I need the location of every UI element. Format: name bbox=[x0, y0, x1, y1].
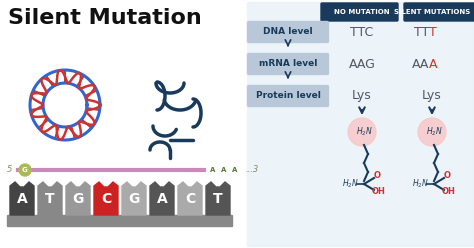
Text: C: C bbox=[101, 192, 111, 206]
Circle shape bbox=[207, 164, 219, 176]
FancyBboxPatch shape bbox=[247, 2, 474, 246]
Text: DNA level: DNA level bbox=[263, 28, 313, 36]
Text: Protein level: Protein level bbox=[255, 92, 320, 100]
Circle shape bbox=[229, 164, 241, 176]
Text: G: G bbox=[73, 192, 84, 206]
Text: $H_2N$: $H_2N$ bbox=[342, 178, 358, 190]
Polygon shape bbox=[94, 182, 118, 215]
Text: AAG: AAG bbox=[348, 58, 375, 70]
Text: T: T bbox=[213, 192, 223, 206]
Text: Lys: Lys bbox=[422, 90, 442, 102]
Text: A: A bbox=[232, 167, 237, 173]
Text: TTC: TTC bbox=[350, 26, 374, 38]
Text: AA: AA bbox=[411, 58, 429, 70]
Text: A: A bbox=[429, 58, 438, 70]
Circle shape bbox=[418, 118, 446, 146]
Text: $H_2N$: $H_2N$ bbox=[426, 126, 442, 138]
FancyBboxPatch shape bbox=[247, 86, 328, 106]
Text: OH: OH bbox=[372, 187, 386, 196]
Circle shape bbox=[348, 118, 376, 146]
Text: G: G bbox=[128, 192, 140, 206]
Text: OH: OH bbox=[442, 187, 456, 196]
Polygon shape bbox=[150, 182, 174, 215]
FancyBboxPatch shape bbox=[8, 216, 233, 226]
Text: T: T bbox=[429, 26, 437, 38]
Text: $H_2N$: $H_2N$ bbox=[411, 178, 428, 190]
Polygon shape bbox=[178, 182, 202, 215]
FancyBboxPatch shape bbox=[247, 54, 328, 74]
Text: Silent Mutation: Silent Mutation bbox=[8, 8, 202, 28]
Polygon shape bbox=[206, 182, 230, 215]
Text: A: A bbox=[210, 167, 216, 173]
Polygon shape bbox=[66, 182, 90, 215]
FancyBboxPatch shape bbox=[404, 3, 474, 21]
Polygon shape bbox=[10, 182, 34, 215]
Polygon shape bbox=[38, 182, 62, 215]
Text: 5: 5 bbox=[7, 165, 12, 175]
Text: mRNA level: mRNA level bbox=[259, 60, 317, 68]
Polygon shape bbox=[122, 182, 146, 215]
Text: TT: TT bbox=[414, 26, 429, 38]
FancyBboxPatch shape bbox=[321, 3, 398, 21]
Circle shape bbox=[19, 164, 31, 176]
Text: NO MUTATION: NO MUTATION bbox=[334, 9, 390, 15]
Text: SILENT MUTATIONS: SILENT MUTATIONS bbox=[394, 9, 470, 15]
Text: ...3: ...3 bbox=[246, 165, 259, 175]
Text: $H_2N$: $H_2N$ bbox=[356, 126, 373, 138]
Text: C: C bbox=[185, 192, 195, 206]
Text: Lys: Lys bbox=[352, 90, 372, 102]
Text: O: O bbox=[374, 172, 381, 181]
Text: G: G bbox=[22, 167, 28, 173]
Text: A: A bbox=[17, 192, 27, 206]
Text: A: A bbox=[156, 192, 167, 206]
Text: A: A bbox=[221, 167, 227, 173]
FancyBboxPatch shape bbox=[247, 22, 328, 42]
Circle shape bbox=[218, 164, 230, 176]
Text: T: T bbox=[45, 192, 55, 206]
Text: O: O bbox=[444, 172, 450, 181]
